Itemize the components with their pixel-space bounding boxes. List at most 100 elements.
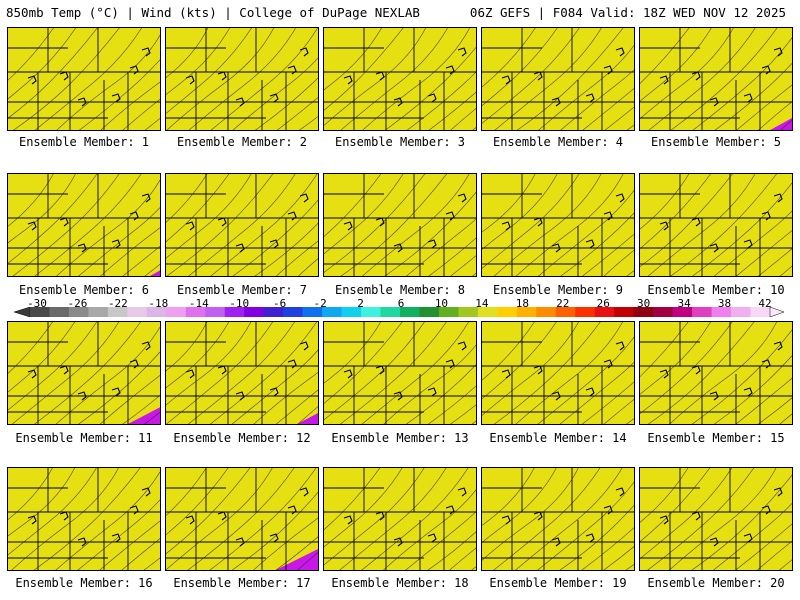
- ensemble-member-label: Ensemble Member: 20: [647, 576, 785, 590]
- ensemble-member-panel: [323, 27, 477, 131]
- colorbar-tick: 6: [397, 297, 405, 310]
- temperature-map: [8, 468, 160, 570]
- ensemble-member-panel: [481, 467, 635, 571]
- ensemble-member-panel: [481, 27, 635, 131]
- ensemble-member-label: Ensemble Member: 13: [331, 431, 469, 445]
- colorbar-tick: 10: [434, 297, 449, 310]
- temperature-map: [482, 174, 634, 276]
- colorbar-swatch: [49, 307, 70, 317]
- ensemble-member-panel: [7, 173, 161, 277]
- colorbar-swatch: [400, 307, 420, 317]
- colorbar-swatch: [419, 307, 440, 317]
- colorbar-swatch: [477, 307, 498, 317]
- temperature-map: [324, 322, 476, 424]
- temperature-map: [8, 28, 160, 130]
- colorbar-swatch: [438, 307, 459, 317]
- colorbar-swatch: [614, 307, 635, 317]
- colorbar-tick: -30: [27, 297, 47, 310]
- ensemble-member-panel: [7, 27, 161, 131]
- colorbar-tick: 22: [556, 297, 570, 310]
- temperature-map: [482, 322, 634, 424]
- colorbar-swatch: [458, 307, 479, 317]
- colorbar-swatch: [633, 307, 654, 317]
- colorbar-tick: 38: [717, 297, 732, 310]
- temperature-map: [324, 28, 476, 130]
- ensemble-member-label: Ensemble Member: 10: [647, 283, 785, 297]
- colorbar-tick: 30: [637, 297, 651, 310]
- colorbar-tick: 34: [677, 297, 691, 310]
- colorbar-swatch: [166, 307, 187, 317]
- ensemble-member-label: Ensemble Member: 14: [489, 431, 627, 445]
- ensemble-member-label: Ensemble Member: 3: [334, 135, 466, 149]
- ensemble-member-panel: [165, 27, 319, 131]
- ensemble-member-label: Ensemble Member: 2: [176, 135, 308, 149]
- colorbar-swatch: [322, 307, 343, 317]
- colorbar-swatch: [244, 307, 265, 317]
- colorbar-swatch: [536, 307, 557, 317]
- temperature-map: [482, 28, 634, 130]
- temperature-map: [640, 468, 792, 570]
- colorbar-tick: -6: [273, 297, 287, 310]
- colorbar-tick: 14: [475, 297, 489, 310]
- colorbar-tick: 2: [357, 297, 364, 310]
- temperature-map: [482, 468, 634, 570]
- colorbar-tick: -22: [107, 297, 128, 310]
- colorbar-swatch: [516, 307, 537, 317]
- ensemble-member-label: Ensemble Member: 19: [489, 576, 627, 590]
- colorbar-swatch: [711, 307, 732, 317]
- ensemble-member-label: Ensemble Member: 4: [492, 135, 624, 149]
- ensemble-member-label: Ensemble Member: 17: [173, 576, 311, 590]
- colorbar-tick: -26: [67, 297, 88, 310]
- ensemble-member-panel: [7, 467, 161, 571]
- colorbar-swatch: [283, 307, 304, 317]
- temperature-map: [166, 322, 318, 424]
- colorbar-swatch: [30, 307, 50, 317]
- ensemble-member-label: Ensemble Member: 18: [331, 576, 469, 590]
- colorbar-swatch: [146, 307, 167, 317]
- ensemble-member-panel: [323, 467, 477, 571]
- temperature-map: [324, 468, 476, 570]
- colorbar-swatch: [302, 307, 323, 317]
- ensemble-member-panel: [639, 321, 793, 425]
- ensemble-member-panel: [481, 173, 635, 277]
- ensemble-member-panel: [481, 321, 635, 425]
- colorbar-swatch: [68, 307, 89, 317]
- colorbar-swatch: [361, 307, 382, 317]
- ensemble-member-panel: [7, 321, 161, 425]
- colorbar-tick: 42: [758, 297, 772, 310]
- colorbar-swatch: [380, 307, 401, 317]
- ensemble-member-panel: [323, 321, 477, 425]
- ensemble-member-panel: [323, 173, 477, 277]
- ensemble-member-label: Ensemble Member: 12: [173, 431, 311, 445]
- ensemble-member-panel: [165, 321, 319, 425]
- colorbar-swatch: [127, 307, 148, 317]
- ensemble-member-panel: [639, 27, 793, 131]
- colorbar-swatch: [750, 307, 771, 317]
- temperature-map: [8, 174, 160, 276]
- temperature-map: [166, 174, 318, 276]
- ensemble-member-label: Ensemble Member: 16: [15, 576, 153, 590]
- ensemble-member-label: Ensemble Member: 11: [15, 431, 153, 445]
- temperature-map: [166, 28, 318, 130]
- colorbar-tick: -14: [188, 297, 209, 310]
- colorbar-swatch: [653, 307, 674, 317]
- temperature-map: [640, 174, 792, 276]
- colorbar-swatch: [205, 307, 226, 317]
- ensemble-member-label: Ensemble Member: 7: [176, 283, 308, 297]
- colorbar-tick: 18: [515, 297, 529, 310]
- colorbar-swatch: [555, 307, 576, 317]
- colorbar-right-arrow: [769, 307, 784, 317]
- colorbar-tick: -2: [313, 297, 327, 310]
- header-title-right: 06Z GEFS | F084 Valid: 18Z WED NOV 12 20…: [469, 5, 786, 20]
- colorbar-swatch: [731, 307, 752, 317]
- colorbar-tick: -10: [229, 297, 250, 310]
- colorbar-swatch: [107, 307, 128, 317]
- colorbar-swatch: [341, 307, 362, 317]
- colorbar-tick: -18: [148, 297, 169, 310]
- temperature-map: [640, 28, 792, 130]
- colorbar-swatch: [263, 307, 284, 317]
- temperature-map: [166, 468, 318, 570]
- colorbar-swatch: [224, 307, 245, 317]
- colorbar-swatch: [692, 307, 713, 317]
- ensemble-member-panel: [639, 467, 793, 571]
